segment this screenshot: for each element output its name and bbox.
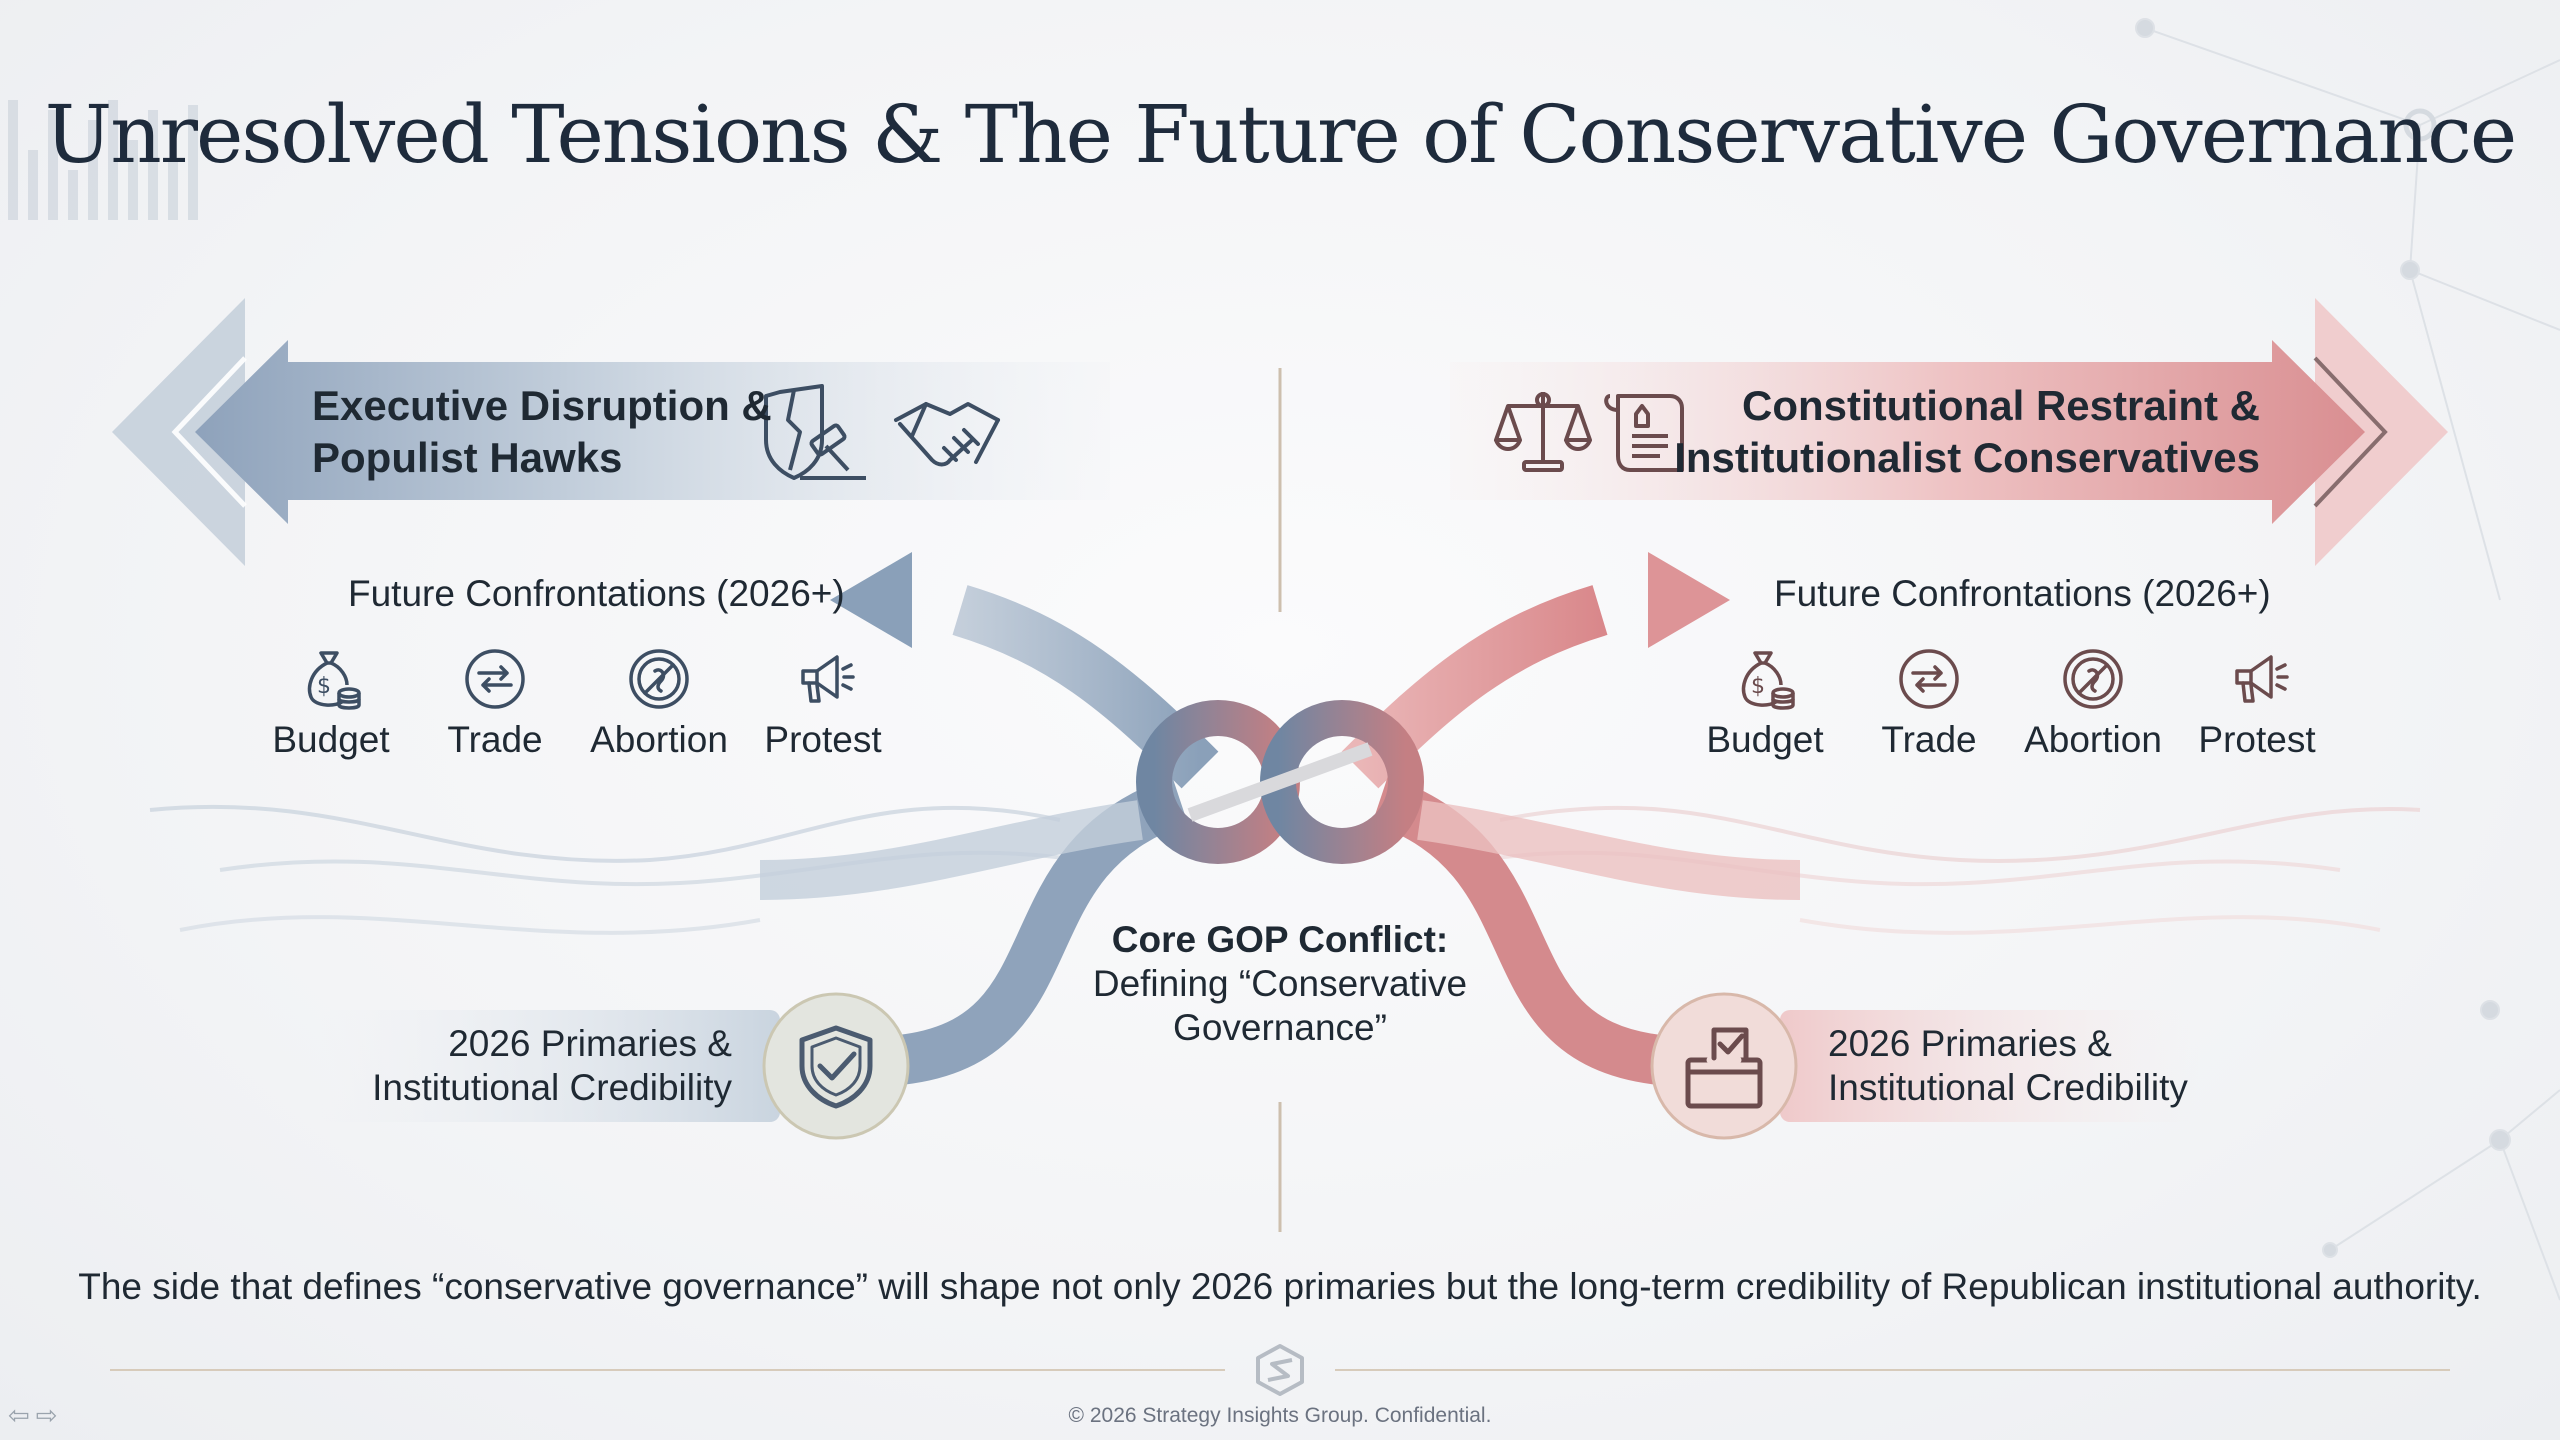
money-bag-icon: $ — [1741, 651, 1795, 710]
issue-label: Budget — [272, 719, 390, 760]
left-primaries-line1: 2026 Primaries & — [448, 1023, 732, 1064]
left-banner-line2: Populist Hawks — [312, 434, 623, 481]
left-banner-title: Executive Disruption & Populist Hawks — [312, 380, 772, 484]
issue-label: Trade — [1881, 719, 1977, 760]
right-banner-title: Constitutional Restraint & Institutional… — [1660, 380, 2260, 484]
left-banner-line1: Executive Disruption & — [312, 382, 772, 429]
slide-nav: ⇦ ⇨ — [8, 1400, 64, 1431]
decorative-network — [2135, 18, 2560, 1301]
left-future-confrontations-label: Future Confrontations (2026+) — [348, 573, 845, 614]
issue-label: Budget — [1706, 719, 1824, 760]
core-conflict-label: Core GOP Conflict: Defining “Conservativ… — [1030, 918, 1530, 1050]
left-issue-abortion: Abortion — [584, 645, 734, 761]
money-bag-icon: $ — [307, 651, 361, 710]
left-issue-trade: Trade — [420, 645, 570, 761]
right-primaries-line2: Institutional Credibility — [1828, 1067, 2188, 1108]
right-primaries-line1: 2026 Primaries & — [1828, 1023, 2112, 1064]
right-banner-arrow — [1450, 298, 2448, 566]
core-conflict-line1: Defining “Conservative — [1092, 963, 1468, 1004]
right-banner-line1: Constitutional Restraint & — [1741, 382, 2260, 429]
company-logo-icon — [1256, 1344, 1304, 1396]
left-primaries-line2: Institutional Credibility — [372, 1067, 732, 1108]
knot-icon — [1136, 700, 1424, 864]
core-conflict-heading: Core GOP Conflict: — [1111, 919, 1449, 960]
prohibited-icon — [2063, 649, 2123, 709]
ballot-box-icon — [1685, 1027, 1763, 1109]
right-issue-trade: Trade — [1854, 645, 2004, 761]
constitution-scroll-icon — [1604, 394, 1684, 472]
broken-shield-gavel-icon — [764, 384, 866, 480]
right-issue-abortion: Abortion — [2018, 645, 2168, 761]
issue-label: Abortion — [590, 719, 728, 760]
scales-icon — [1494, 392, 1592, 472]
prev-slide-icon[interactable]: ⇦ — [8, 1400, 30, 1430]
prohibited-icon — [629, 649, 689, 709]
shield-check-icon — [799, 1025, 873, 1109]
exchange-arrows-icon — [1899, 649, 1959, 709]
page-title: Unresolved Tensions & The Future of Cons… — [44, 88, 2517, 181]
next-slide-icon[interactable]: ⇨ — [35, 1400, 58, 1430]
megaphone-icon — [801, 655, 855, 703]
left-issue-protest: Protest — [748, 645, 898, 761]
left-primaries-pill — [320, 992, 910, 1140]
svg-text:$: $ — [1751, 674, 1765, 699]
issue-label: Protest — [2198, 719, 2316, 760]
issue-label: Protest — [764, 719, 882, 760]
left-banner-arrow — [112, 298, 1110, 566]
right-banner-line2: Institutionalist Conservatives — [1674, 434, 2260, 481]
left-issue-budget: $ Budget — [256, 645, 406, 761]
left-primaries-label: 2026 Primaries & Institutional Credibili… — [330, 1022, 732, 1110]
decorative-bars — [8, 100, 198, 220]
issue-label: Abortion — [2024, 719, 2162, 760]
svg-text:$: $ — [317, 674, 331, 699]
right-issue-protest: Protest — [2182, 645, 2332, 761]
megaphone-icon — [2235, 655, 2289, 703]
footer-copyright: © 2026 Strategy Insights Group. Confiden… — [1068, 1404, 1492, 1427]
handshake-icon — [894, 402, 1000, 467]
exchange-arrows-icon — [465, 649, 525, 709]
footer-divider — [110, 1344, 2450, 1396]
arrow-up-left — [830, 552, 912, 648]
core-conflict-line2: Governance” — [1173, 1007, 1387, 1048]
issue-label: Trade — [447, 719, 543, 760]
takeaway-statement: The side that defines “conservative gove… — [78, 1266, 2482, 1307]
arrow-up-right — [1648, 552, 1730, 648]
right-future-confrontations-label: Future Confrontations (2026+) — [1774, 573, 2271, 614]
right-primaries-label: 2026 Primaries & Institutional Credibili… — [1828, 1022, 2328, 1110]
right-issue-budget: $ Budget — [1690, 645, 1840, 761]
